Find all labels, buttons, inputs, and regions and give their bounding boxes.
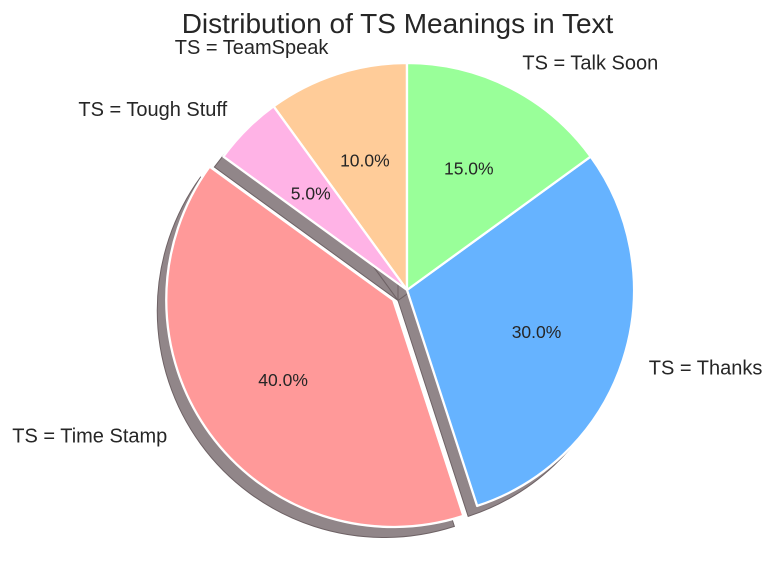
svg-text:TS = TeamSpeak: TS = TeamSpeak [175, 37, 330, 59]
svg-text:TS = Tough Stuff: TS = Tough Stuff [78, 99, 227, 121]
svg-text:TS = Thanks: TS = Thanks [649, 358, 763, 380]
svg-text:5.0%: 5.0% [291, 184, 331, 204]
svg-text:TS = Time Stamp: TS = Time Stamp [12, 425, 167, 447]
svg-text:15.0%: 15.0% [444, 159, 494, 179]
svg-text:40.0%: 40.0% [258, 370, 308, 390]
svg-text:TS = Talk Soon: TS = Talk Soon [522, 53, 658, 75]
svg-text:30.0%: 30.0% [512, 322, 562, 342]
svg-text:10.0%: 10.0% [340, 151, 390, 171]
